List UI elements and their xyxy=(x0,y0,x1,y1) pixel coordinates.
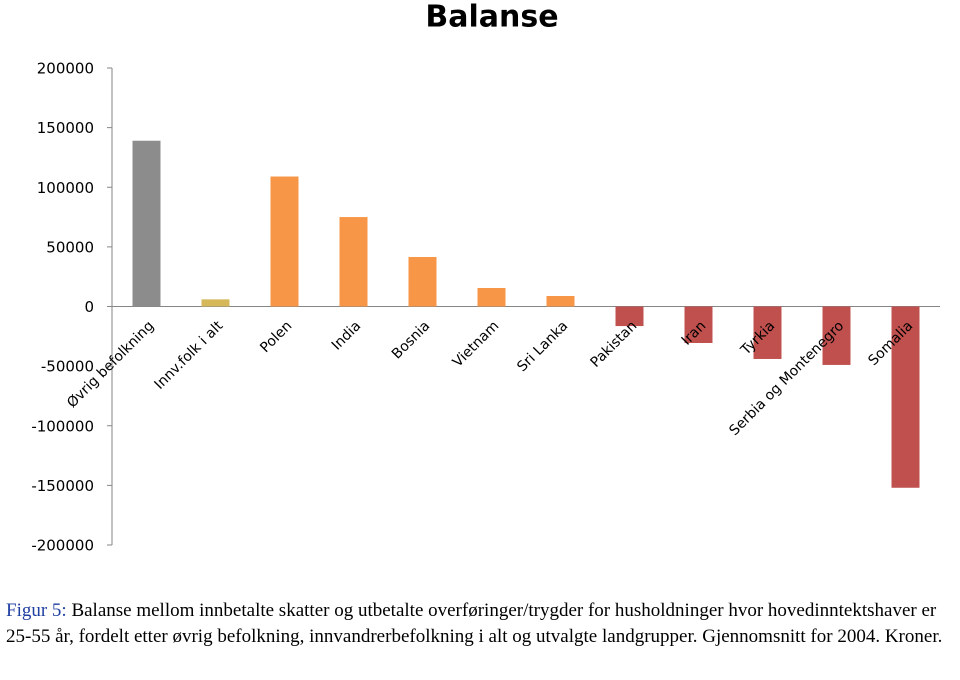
bar xyxy=(822,306,851,365)
y-tick-label: 50000 xyxy=(46,238,94,256)
x-tick-label: India xyxy=(329,318,365,354)
bar xyxy=(477,288,506,307)
bar xyxy=(615,306,644,327)
bar xyxy=(339,217,368,307)
x-tick-label: Innv.folk i alt xyxy=(152,318,227,393)
x-tick-label: Sri Lanka xyxy=(514,318,571,375)
chart-title: Balanse xyxy=(425,0,558,35)
bar xyxy=(408,257,437,307)
y-tick-label: -50000 xyxy=(41,358,94,376)
y-tick-label: 100000 xyxy=(37,179,94,197)
caption-text: Balanse mellom innbetalte skatter og utb… xyxy=(6,600,943,647)
bar xyxy=(270,176,299,307)
y-tick-label: -100000 xyxy=(31,417,94,435)
x-tick-label: Bosnia xyxy=(389,318,433,362)
bar xyxy=(891,306,920,488)
x-tick-label: Polen xyxy=(257,318,295,356)
bar xyxy=(132,140,161,307)
y-tick-label: 150000 xyxy=(37,119,94,137)
bar xyxy=(684,306,713,343)
bar xyxy=(201,299,230,307)
caption: Figur 5: Balanse mellom innbetalte skatt… xyxy=(6,598,956,650)
x-tick-label: Pakistan xyxy=(588,318,641,371)
chart: Balanse -200000 -150000 -100000 -50000 0 5000… xyxy=(31,0,940,555)
bar xyxy=(546,296,575,307)
y-tick-label: -200000 xyxy=(31,537,94,555)
x-tick-label: Serbia og Montenegro xyxy=(726,318,847,439)
y-tick-label: 200000 xyxy=(37,60,94,78)
x-tick-label: Vietnam xyxy=(450,318,503,371)
y-tick-label: 0 xyxy=(84,298,94,316)
bar xyxy=(753,306,782,359)
caption-label: Figur 5: xyxy=(6,600,67,621)
y-tick-label: -150000 xyxy=(31,477,94,495)
